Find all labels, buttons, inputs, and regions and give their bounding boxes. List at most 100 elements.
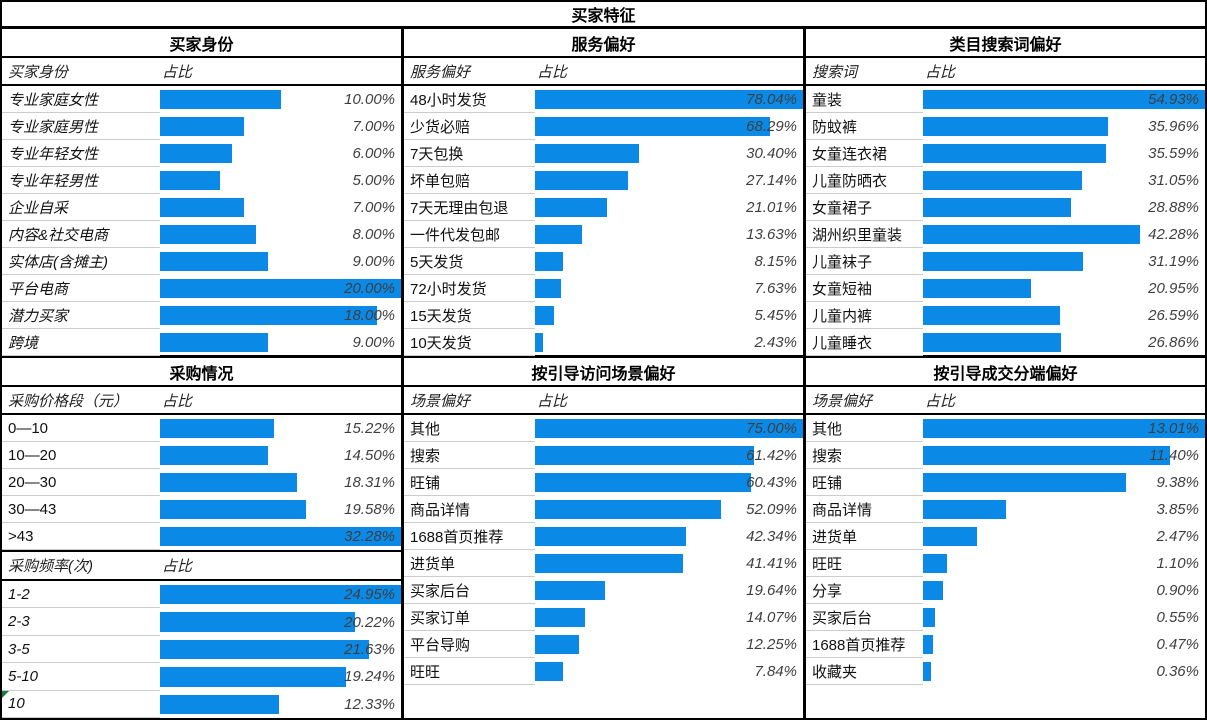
row-value-cell: 8.15% [535,248,803,275]
data-bar [923,90,1205,109]
data-bar [535,527,687,546]
table-row: >43 32.28% [2,523,401,550]
data-bar [160,419,274,438]
row-percent: 42.28% [1148,226,1199,243]
rows-group-buyer_identity: 专业家庭女性 10.00% 专业家庭男性 7.00% 专业年轻女性 6.00% 专业年轻男性… [2,86,401,356]
row-label: 2-3 [2,608,160,636]
row-value-cell: 0.36% [923,658,1205,685]
table-row: 旺铺 9.38% [806,469,1205,496]
row-percent: 21.63% [344,641,395,659]
row-label: 买家后台 [404,577,535,604]
rows-group-purchase_price: 0—10 15.22% 10—20 14.50% 20—30 18.31% 30—43 19.… [2,415,401,550]
row-label: 20—30 [2,469,160,496]
data-bar [535,419,803,438]
row-label: 儿童内裤 [806,302,923,329]
table-row: 1688首页推荐 0.47% [806,631,1205,658]
data-bar [923,500,1007,519]
table-row: 15天发货 5.45% [404,302,803,329]
table-row: 专业家庭女性 10.00% [2,86,401,113]
row-value-cell: 20.00% [160,275,401,302]
table-row: 儿童袜子 31.19% [806,248,1205,275]
table-row: 防蚊裤 35.96% [806,113,1205,140]
table-row: 3-5 21.63% [2,636,401,664]
row-value-cell: 35.59% [923,140,1205,167]
data-bar [535,306,554,325]
data-bar [160,612,356,632]
row-label: 1688首页推荐 [806,631,923,658]
row-value-cell: 7.84% [535,658,803,685]
row-percent: 19.64% [746,582,797,599]
row-label: 旺旺 [806,550,923,577]
table-row: 搜索 61.42% [404,442,803,469]
row-percent: 9.00% [352,253,395,270]
panel-header: 买家身份 [2,29,401,58]
row-percent: 10.00% [344,91,395,108]
column-header-row: 场景偏好 占比 [404,387,803,415]
data-bar [535,662,563,681]
data-bar [923,225,1141,244]
row-value-cell: 5.45% [535,302,803,329]
panel-header: 按引导访问场景偏好 [404,358,803,387]
table-row: 跨境 9.00% [2,329,401,356]
row-percent: 35.59% [1148,145,1199,162]
row-percent: 9.00% [352,334,395,351]
data-bar [923,144,1106,163]
rows-group-purchase_freq: 1-2 24.95% 2-3 20.22% 3-5 21.63% 5-10 19.24% 10 1… [2,581,401,719]
data-bar [160,117,245,136]
row-percent: 68.29% [746,118,797,135]
table-row: 女童连衣裙 35.59% [806,140,1205,167]
table-row: 旺旺 1.10% [806,550,1205,577]
row-value-cell: 14.50% [160,442,401,469]
panel-service-preference: 服务偏好 服务偏好 占比 48小时发货 78.04% 少货必赔 68.29% 7天包换 30.4… [404,29,803,358]
row-label: 买家订单 [404,604,535,631]
data-bar [160,144,233,163]
cell-error-flag-icon [2,690,9,698]
row-value-cell: 28.88% [923,194,1205,221]
data-bar [160,279,401,298]
row-percent: 18.00% [344,307,395,324]
row-value-cell: 21.01% [535,194,803,221]
row-percent: 0.90% [1156,582,1199,599]
row-percent: 15.22% [344,420,395,437]
table-row: 分享 0.90% [806,577,1205,604]
row-percent: 42.34% [746,528,797,545]
row-value-cell: 6.00% [160,140,401,167]
data-bar [160,473,297,492]
table-row: 10—20 14.50% [2,442,401,469]
row-value-cell: 32.28% [160,523,401,550]
row-value-cell: 21.63% [160,636,401,663]
row-label: 少货必赔 [404,113,535,140]
table-row: 进货单 41.41% [404,550,803,577]
row-percent: 21.01% [746,199,797,216]
data-bar [535,635,579,654]
row-value-cell: 20.95% [923,275,1205,302]
table-row: 坏单包赔 27.14% [404,167,803,194]
data-bar [160,446,269,465]
row-label: >43 [2,523,160,550]
data-bar [535,144,640,163]
row-value-cell: 42.28% [923,221,1205,248]
data-bar [923,473,1127,492]
row-value-cell: 18.00% [160,302,401,329]
row-value-cell: 54.93% [923,86,1205,113]
table-row: 商品详情 52.09% [404,496,803,523]
row-value-cell: 15.22% [160,415,401,442]
table-row: 商品详情 3.85% [806,496,1205,523]
row-label: 10天发货 [404,329,535,356]
table-row: 7天无理由包退 21.01% [404,194,803,221]
data-bar [160,252,269,271]
row-label: 0—10 [2,415,160,442]
row-percent: 41.41% [746,555,797,572]
row-percent: 11.40% [1149,447,1199,464]
row-label: 10—20 [2,442,160,469]
table-row: 搜索 11.40% [806,442,1205,469]
row-value-cell: 2.47% [923,523,1205,550]
row-label: 专业年轻女性 [2,140,160,167]
table-row: 旺旺 7.84% [404,658,803,685]
row-value-cell: 13.63% [535,221,803,248]
table-row: 48小时发货 78.04% [404,86,803,113]
row-label: 坏单包赔 [404,167,535,194]
rows-group-deal_terminal: 其他 13.01% 搜索 11.40% 旺铺 9.38% 商品详情 3.85% 进货单 2.47%… [806,415,1205,685]
row-percent: 12.33% [344,695,395,713]
panel-purchase-situation: 采购情况 采购价格段（元） 占比 0—10 15.22% 10—20 14.50% 20—30… [2,358,401,719]
